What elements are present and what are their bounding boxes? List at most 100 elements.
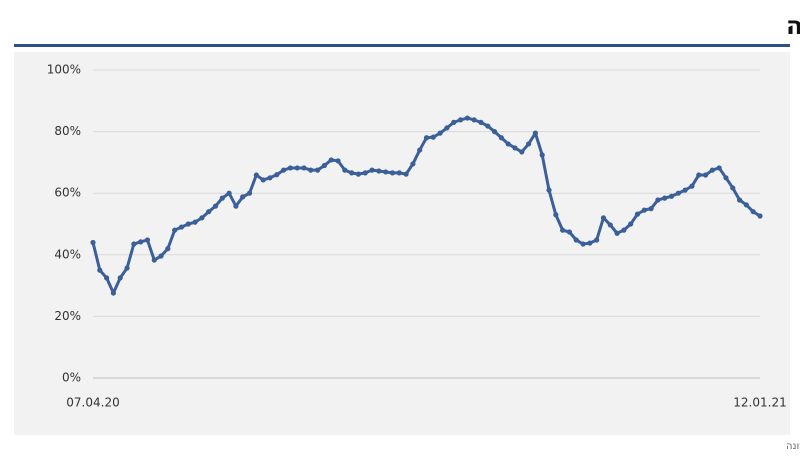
data-point [267,175,273,181]
data-point [750,209,756,215]
data-point [274,172,280,178]
data-point [478,119,484,125]
x-tick-label: 12.01.21 [733,396,786,410]
data-point [369,167,375,173]
data-point [104,275,110,281]
data-point [621,227,627,233]
y-tick-label: 40% [54,247,81,261]
data-point [287,165,293,171]
data-point [437,130,443,136]
data-point [301,165,307,171]
data-point [498,135,504,141]
data-point [485,123,491,129]
x-tick-label: 07.04.20 [66,396,119,410]
y-tick-label: 60% [54,186,81,200]
data-point [662,195,668,201]
data-point [260,177,266,183]
data-point [560,227,566,233]
data-point [410,161,416,167]
data-point [451,119,457,125]
data-point [362,170,368,176]
data-point [219,195,225,201]
data-point [668,193,675,199]
data-point [423,135,430,141]
data-point [349,170,355,176]
data-point [566,229,573,235]
data-point [594,237,600,243]
data-point [396,170,402,176]
data-point [97,267,103,273]
chart-title: מדד החזרה לשגרה [786,11,800,40]
data-point [655,197,661,203]
y-tick-label: 80% [54,124,81,138]
data-point [607,222,613,228]
data-point [178,224,185,230]
data-point [709,167,715,173]
data-point [573,237,579,243]
data-point [389,170,396,176]
data-point [600,215,607,221]
data-point [519,149,525,155]
data-point [648,206,654,212]
data-point [138,239,144,245]
chart-panel [14,52,790,435]
y-tick-label: 0% [62,371,81,385]
data-point [430,134,436,140]
data-point [702,172,709,178]
data-point [491,129,498,135]
data-point [403,171,409,177]
data-point [464,115,470,121]
data-point [328,157,334,163]
data-point [315,167,321,173]
caption: מדד החזרה לשגרה של N12, שנבנה בעזרת ירום… [786,441,800,452]
data-point [444,125,450,131]
data-point [90,239,96,246]
data-point [532,130,538,136]
data-point [144,237,151,243]
data-point [124,265,130,271]
data-point [730,185,736,191]
data-point [131,241,137,247]
data-point [117,275,123,281]
data-point [743,202,749,208]
data-point [280,167,287,173]
data-point [634,211,641,217]
data-point [505,141,511,147]
data-point [457,117,464,123]
data-point [417,147,423,153]
data-point [682,187,688,193]
data-point [206,209,212,215]
data-point [723,175,729,181]
data-point [192,219,198,225]
data-point [614,230,620,236]
data-point [628,221,634,227]
data-point [308,167,314,173]
data-point [376,168,382,174]
title-rule [14,44,790,47]
data-point [321,162,328,169]
y-tick-label: 20% [54,309,81,323]
data-point [757,213,763,219]
data-point [246,190,253,196]
data-point [342,167,348,173]
data-point [240,194,246,200]
data-point [696,172,702,178]
data-point [587,240,593,246]
data-point [294,165,300,171]
data-point [212,203,219,209]
y-tick-label: 100% [47,63,81,77]
data-point [253,172,259,178]
data-point [580,241,586,247]
data-point [199,215,205,221]
data-point [689,183,695,189]
data-point [736,197,743,203]
data-point [110,290,117,296]
data-point [539,152,545,158]
data-point [546,187,552,193]
plot-area: 0% 20% 40% 60% 80% 100% 07.04.20 12.01.21 [47,63,787,410]
data-point [383,169,389,175]
data-point [233,203,239,209]
data-point [226,190,232,196]
data-point [716,165,722,171]
